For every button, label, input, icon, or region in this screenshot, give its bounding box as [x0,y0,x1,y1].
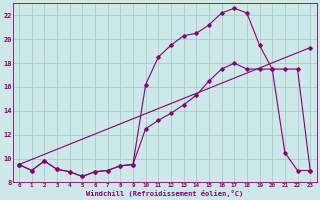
X-axis label: Windchill (Refroidissement éolien,°C): Windchill (Refroidissement éolien,°C) [86,190,243,197]
